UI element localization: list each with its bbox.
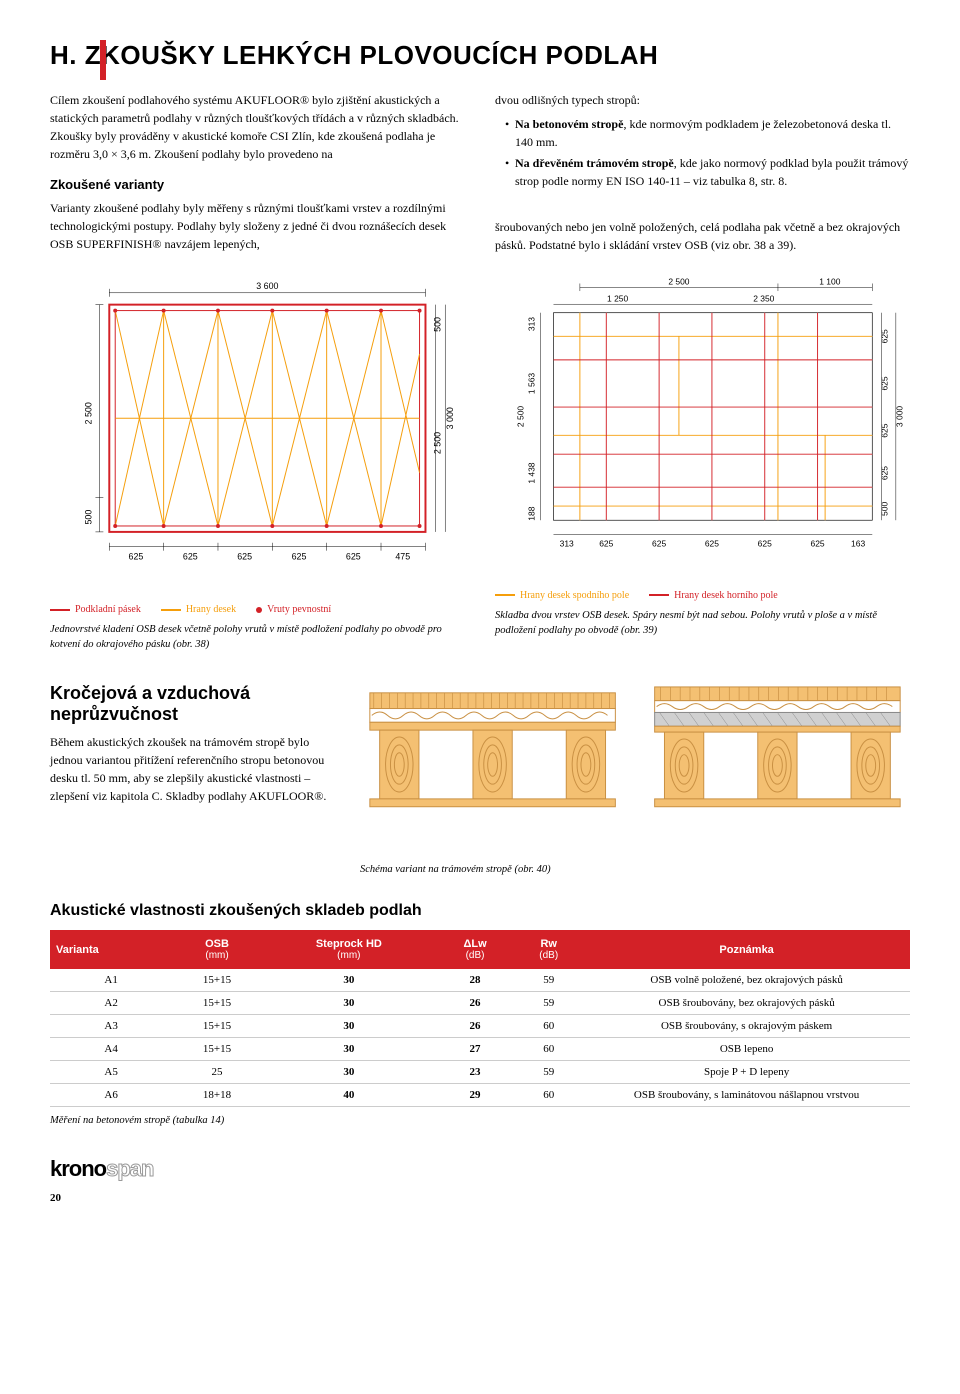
logo: kronospan xyxy=(50,1156,910,1182)
svg-text:625: 625 xyxy=(758,539,772,549)
svg-text:625: 625 xyxy=(129,552,144,562)
impact-sound-text: Během akustických zkoušek na trámovém st… xyxy=(50,733,330,805)
svg-text:1 563: 1 563 xyxy=(527,373,537,394)
variants-left-text: Varianty zkoušené podlahy byly měřeny s … xyxy=(50,199,465,253)
svg-text:500: 500 xyxy=(432,317,442,332)
svg-text:3 000: 3 000 xyxy=(894,406,904,427)
svg-text:625: 625 xyxy=(652,539,666,549)
dim-top: 3 600 xyxy=(256,281,278,291)
svg-text:625: 625 xyxy=(705,539,719,549)
svg-text:2 500: 2 500 xyxy=(668,276,689,286)
th-osb: OSB(mm) xyxy=(172,930,262,969)
legend-lower-edges: Hrany desek spodního pole xyxy=(495,590,629,601)
table-row: A525302359Spoje P + D lepeny xyxy=(50,1061,910,1084)
svg-text:313: 313 xyxy=(527,317,537,331)
diagram-40-caption: Schéma variant na trámovém stropě (obr. … xyxy=(360,863,910,878)
table-row: A618+18402960OSB šroubovány, s laminátov… xyxy=(50,1084,910,1107)
variants-heading: Zkoušené varianty xyxy=(50,175,465,195)
th-rw: Rw(dB) xyxy=(514,930,583,969)
impact-sound-heading: Kročejová a vzduchová neprůzvučnost xyxy=(50,683,330,725)
diagram-39-caption: Skladba dvou vrstev OSB desek. Spáry nes… xyxy=(495,609,910,638)
diagram-38-caption: Jednovrstvé kladení OSB desek včetně pol… xyxy=(50,623,465,652)
legend-underlay: Podkladní pásek xyxy=(50,604,141,615)
svg-text:163: 163 xyxy=(851,539,865,549)
intro-bullet-2: Na dřevěném trámovém stropě, kde jako no… xyxy=(505,154,910,190)
th-variant: Varianta xyxy=(50,930,172,969)
svg-text:313: 313 xyxy=(560,539,574,549)
svg-text:188: 188 xyxy=(527,506,537,520)
svg-text:3 000: 3 000 xyxy=(445,407,455,429)
svg-text:500: 500 xyxy=(879,502,889,516)
svg-text:2 350: 2 350 xyxy=(753,293,774,303)
svg-text:625: 625 xyxy=(879,466,889,480)
svg-text:625: 625 xyxy=(292,552,307,562)
svg-text:625: 625 xyxy=(183,552,198,562)
svg-text:625: 625 xyxy=(879,376,889,390)
svg-text:1 100: 1 100 xyxy=(819,276,840,286)
diagram-38: 3 600 2 xyxy=(50,275,465,653)
svg-text:625: 625 xyxy=(810,539,824,549)
intro-right-lead: dvou odlišných typech stropů: xyxy=(495,91,910,109)
table-row: A115+15302859OSB volně položené, bez okr… xyxy=(50,969,910,992)
table-row: A215+15302659OSB šroubovány, bez okrajov… xyxy=(50,992,910,1015)
table-caption: Měření na betonovém stropě (tabulka 14) xyxy=(50,1115,910,1126)
th-steprock: Steprock HD(mm) xyxy=(262,930,436,969)
intro-left: Cílem zkoušení podlahového systému AKUFL… xyxy=(50,91,465,163)
svg-text:625: 625 xyxy=(346,552,361,562)
legend-board-edges: Hrany desek xyxy=(161,604,236,615)
th-note: Poznámka xyxy=(583,930,910,969)
page-title: H. ZKOUŠKY LEHKÝCH PLOVOUCÍCH PODLAH xyxy=(50,40,910,71)
th-dlw: ΔLw(dB) xyxy=(436,930,514,969)
table-row: A415+15302760OSB lepeno xyxy=(50,1038,910,1061)
svg-text:625: 625 xyxy=(879,329,889,343)
svg-text:2 500: 2 500 xyxy=(432,432,442,454)
svg-text:625: 625 xyxy=(879,423,889,437)
diagram-40: Schéma variant na trámovém stropě (obr. … xyxy=(360,683,910,878)
svg-text:500: 500 xyxy=(84,510,94,525)
table-row: A315+15302660OSB šroubovány, s okrajovým… xyxy=(50,1015,910,1038)
svg-text:2 500: 2 500 xyxy=(515,406,525,427)
svg-text:475: 475 xyxy=(395,552,410,562)
page-number: 20 xyxy=(50,1192,910,1204)
svg-text:1 438: 1 438 xyxy=(527,462,537,483)
table-heading: Akustické vlastnosti zkoušených skladeb … xyxy=(50,902,910,920)
svg-text:1 250: 1 250 xyxy=(607,293,628,303)
variants-right-text: šroubovaných nebo jen volně položených, … xyxy=(495,218,910,254)
intro-bullet-1: Na betonovém stropě, kde normovým podkla… xyxy=(505,115,910,151)
legend-screws: Vruty pevnostní xyxy=(256,604,331,615)
svg-text:2 500: 2 500 xyxy=(84,402,94,424)
svg-text:625: 625 xyxy=(599,539,613,549)
legend-upper-edges: Hrany desek horního pole xyxy=(649,590,778,601)
svg-text:625: 625 xyxy=(237,552,252,562)
acoustic-table: Varianta OSB(mm) Steprock HD(mm) ΔLw(dB)… xyxy=(50,930,910,1107)
diagram-39: 2 500 1 100 1 250 2 350 313 xyxy=(495,275,910,653)
